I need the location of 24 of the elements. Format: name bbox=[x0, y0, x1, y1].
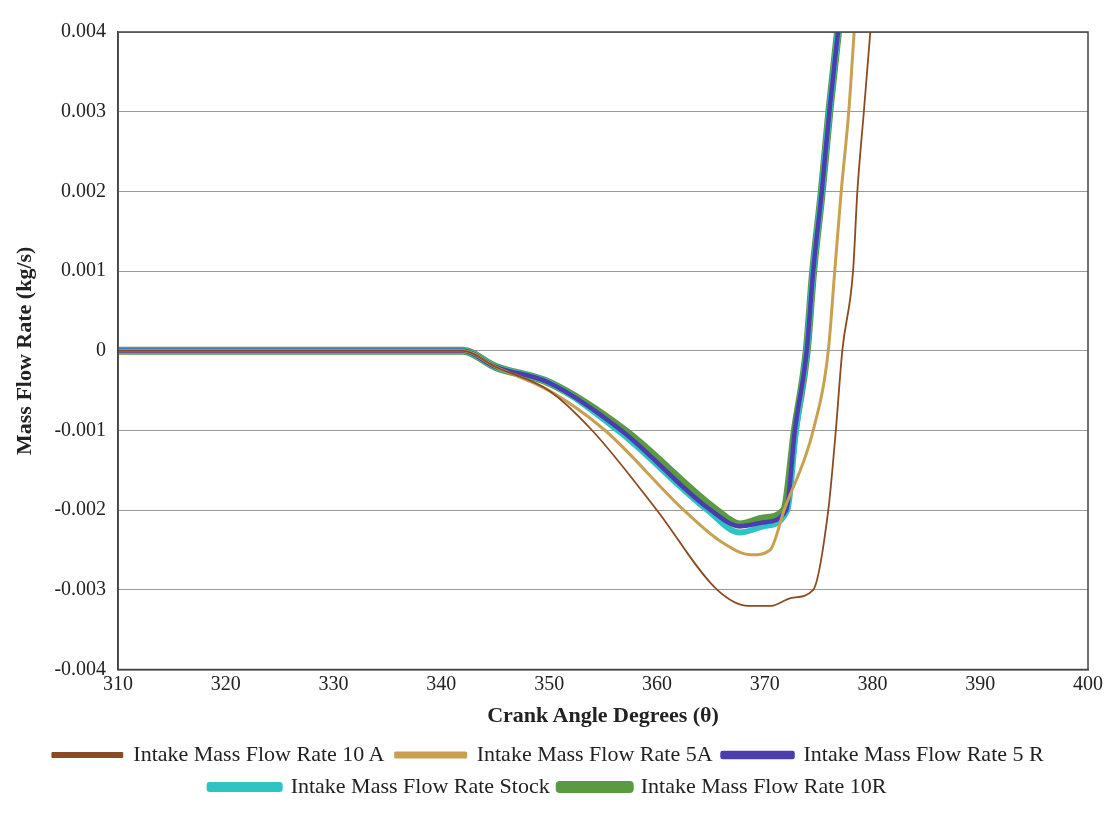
y-tick-label: -0.002 bbox=[54, 497, 107, 520]
y-tick-label: -0.001 bbox=[54, 417, 107, 440]
x-tick-label: 400 bbox=[1073, 671, 1103, 694]
x-tick-label: 390 bbox=[965, 671, 996, 694]
legend-label: Intake Mass Flow Rate 5A bbox=[476, 740, 713, 766]
y-axis-title: Mass Flow Rate (kg/s) bbox=[10, 246, 36, 455]
y-tick-label: 0.004 bbox=[61, 19, 107, 42]
y-tick-label: 0 bbox=[96, 338, 107, 361]
x-tick-label: 370 bbox=[749, 671, 780, 694]
y-tick-label: -0.003 bbox=[54, 577, 107, 600]
x-tick-label: 340 bbox=[426, 671, 457, 694]
legend-label: Intake Mass Flow Rate Stock bbox=[290, 772, 550, 798]
x-axis-title: Crank Angle Degrees (θ) bbox=[487, 702, 719, 728]
x-tick-label: 380 bbox=[857, 671, 888, 694]
x-tick-label: 350 bbox=[534, 671, 565, 694]
y-tick-label: 0.002 bbox=[61, 178, 107, 201]
y-tick-label: 0.001 bbox=[61, 258, 107, 281]
legend-label: Intake Mass Flow Rate 5 R bbox=[803, 740, 1044, 766]
legend-label: Intake Mass Flow Rate 10R bbox=[640, 772, 887, 798]
x-tick-label: 320 bbox=[210, 671, 241, 694]
x-tick-label: 360 bbox=[641, 671, 672, 694]
legend-label: Intake Mass Flow Rate 10 A bbox=[133, 740, 385, 766]
x-tick-label: 330 bbox=[318, 671, 349, 694]
y-tick-label: 0.003 bbox=[61, 98, 107, 121]
